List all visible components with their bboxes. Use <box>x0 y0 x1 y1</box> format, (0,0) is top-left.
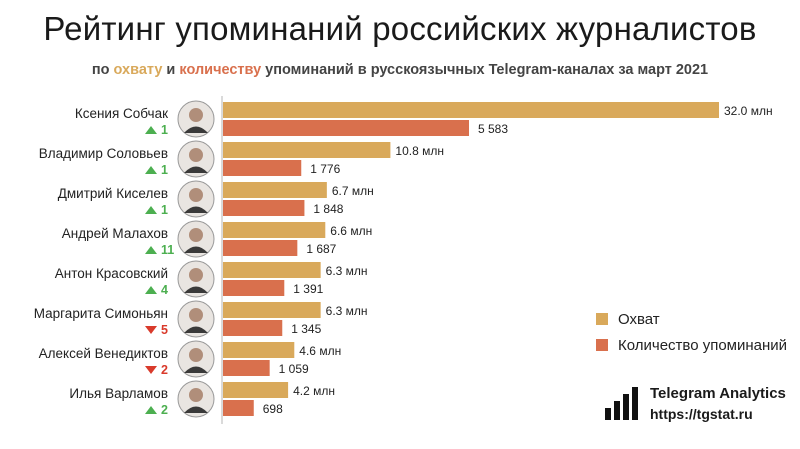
bar-reach-андрей-малахов <box>223 222 326 238</box>
bar-count-антон-красовский <box>223 280 285 296</box>
category-label-илья-варламов: Илья Варламов <box>69 386 168 401</box>
rank-up-icon <box>145 406 157 414</box>
bar-count-дмитрий-киселев <box>223 200 305 216</box>
bar-count-андрей-малахов <box>223 240 298 256</box>
rank-down-icon <box>145 366 157 374</box>
data-label-count-алексей-венедиктов: 1 059 <box>279 362 309 376</box>
data-label-reach-дмитрий-киселев: 6.7 млн <box>332 184 374 198</box>
rank-up-icon <box>145 126 157 134</box>
category-label-алексей-венедиктов: Алексей Венедиктов <box>39 346 168 361</box>
data-label-count-ксения-собчак: 5 583 <box>478 122 508 136</box>
data-label-count-андрей-малахов: 1 687 <box>306 242 336 256</box>
rank-up-icon <box>145 206 157 214</box>
data-label-reach-маргарита-симоньян: 6.3 млн <box>326 304 368 318</box>
bar-reach-илья-варламов <box>223 382 289 398</box>
brand-block: Telegram Analytics https://tgstat.ru <box>604 384 786 424</box>
subtitle-suffix: упоминаний в русскоязычных Telegram-кана… <box>261 62 709 78</box>
avatar-head-алексей-венедиктов <box>189 348 203 362</box>
avatar-head-владимир-соловьев <box>189 148 203 162</box>
data-label-reach-алексей-венедиктов: 4.6 млн <box>299 344 341 358</box>
subtitle-mid: и <box>162 62 180 78</box>
avatar-head-маргарита-симоньян <box>189 308 203 322</box>
bar-reach-ксения-собчак <box>223 102 719 118</box>
category-label-маргарита-симоньян: Маргарита Симоньян <box>34 306 168 321</box>
avatar-head-дмитрий-киселев <box>189 188 203 202</box>
avatar-head-антон-красовский <box>189 268 203 282</box>
data-label-count-антон-красовский: 1 391 <box>293 282 323 296</box>
rank-change-value-андрей-малахов: 11 <box>161 243 174 257</box>
bar-count-ксения-собчак <box>223 120 469 136</box>
avatar-body-маргарита-симоньян <box>184 326 208 333</box>
avatar-head-ксения-собчак <box>189 108 203 122</box>
subtitle-reach-word: охвату <box>113 62 163 78</box>
category-label-антон-красовский: Антон Красовский <box>55 266 168 281</box>
subtitle-prefix: по <box>91 62 114 78</box>
data-label-reach-владимир-соловьев: 10.8 млн <box>395 144 444 158</box>
bar-reach-антон-красовский <box>223 262 321 278</box>
bar-reach-алексей-венедиктов <box>223 342 295 358</box>
brand-url: https://tgstat.ru <box>650 406 753 422</box>
avatar-body-ксения-собчак <box>184 126 208 133</box>
chart-subtitle: по охвату и количеству упоминаний в русс… <box>0 62 800 78</box>
bar-count-алексей-венедиктов <box>223 360 270 376</box>
rank-change-value-алексей-венедиктов: 2 <box>161 363 168 377</box>
subtitle-count-word: количеству <box>179 62 262 78</box>
legend-item-reach: Охват <box>596 308 787 330</box>
legend-item-count: Количество упоминаний <box>596 334 787 356</box>
data-label-count-илья-варламов: 698 <box>263 402 283 416</box>
bar-chart-logo-icon <box>605 387 638 420</box>
data-label-reach-андрей-малахов: 6.6 млн <box>330 224 372 238</box>
bar-reach-дмитрий-киселев <box>223 182 327 198</box>
rank-up-icon <box>145 166 157 174</box>
rank-down-icon <box>145 326 157 334</box>
legend-label-reach: Охват <box>618 310 660 328</box>
avatar-body-антон-красовский <box>184 286 208 293</box>
data-label-reach-ксения-собчак: 32.0 млн <box>724 104 773 118</box>
avatar-body-дмитрий-киселев <box>184 206 208 213</box>
rank-up-icon <box>145 286 157 294</box>
data-label-reach-антон-красовский: 6.3 млн <box>326 264 368 278</box>
avatar-body-андрей-малахов <box>184 246 208 253</box>
data-label-count-маргарита-симоньян: 1 345 <box>291 322 321 336</box>
bar-reach-владимир-соловьев <box>223 142 391 158</box>
data-label-count-владимир-соловьев: 1 776 <box>310 162 340 176</box>
data-label-count-дмитрий-киселев: 1 848 <box>313 202 343 216</box>
chart-legend: Охват Количество упоминаний <box>596 308 787 360</box>
rank-up-icon <box>145 246 157 254</box>
avatar-head-илья-варламов <box>189 388 203 402</box>
bar-count-владимир-соловьев <box>223 160 302 176</box>
bar-reach-маргарита-симоньян <box>223 302 321 318</box>
category-label-ксения-собчак: Ксения Собчак <box>75 106 168 121</box>
rank-change-value-илья-варламов: 2 <box>161 403 168 417</box>
avatar-body-владимир-соловьев <box>184 166 208 173</box>
rank-change-value-владимир-соловьев: 1 <box>161 163 168 177</box>
chart-title: Рейтинг упоминаний российских журналисто… <box>43 10 757 47</box>
avatar-head-андрей-малахов <box>189 228 203 242</box>
category-label-андрей-малахов: Андрей Малахов <box>62 226 168 241</box>
avatar-body-алексей-венедиктов <box>184 366 208 373</box>
rank-change-value-антон-красовский: 4 <box>161 283 168 297</box>
rank-change-value-ксения-собчак: 1 <box>161 123 168 137</box>
category-label-дмитрий-киселев: Дмитрий Киселев <box>58 186 168 201</box>
legend-label-count: Количество упоминаний <box>618 336 788 354</box>
legend-swatch-count <box>596 339 608 351</box>
avatar-body-илья-варламов <box>184 406 208 413</box>
legend-swatch-reach <box>596 313 608 325</box>
rank-change-value-дмитрий-киселев: 1 <box>161 203 168 217</box>
data-label-reach-илья-варламов: 4.2 млн <box>293 384 335 398</box>
category-label-владимир-соловьев: Владимир Соловьев <box>39 146 168 161</box>
bar-count-маргарита-симоньян <box>223 320 283 336</box>
rank-change-value-маргарита-симоньян: 5 <box>161 323 168 337</box>
brand-name: Telegram Analytics <box>650 385 786 402</box>
bar-count-илья-варламов <box>223 400 254 416</box>
